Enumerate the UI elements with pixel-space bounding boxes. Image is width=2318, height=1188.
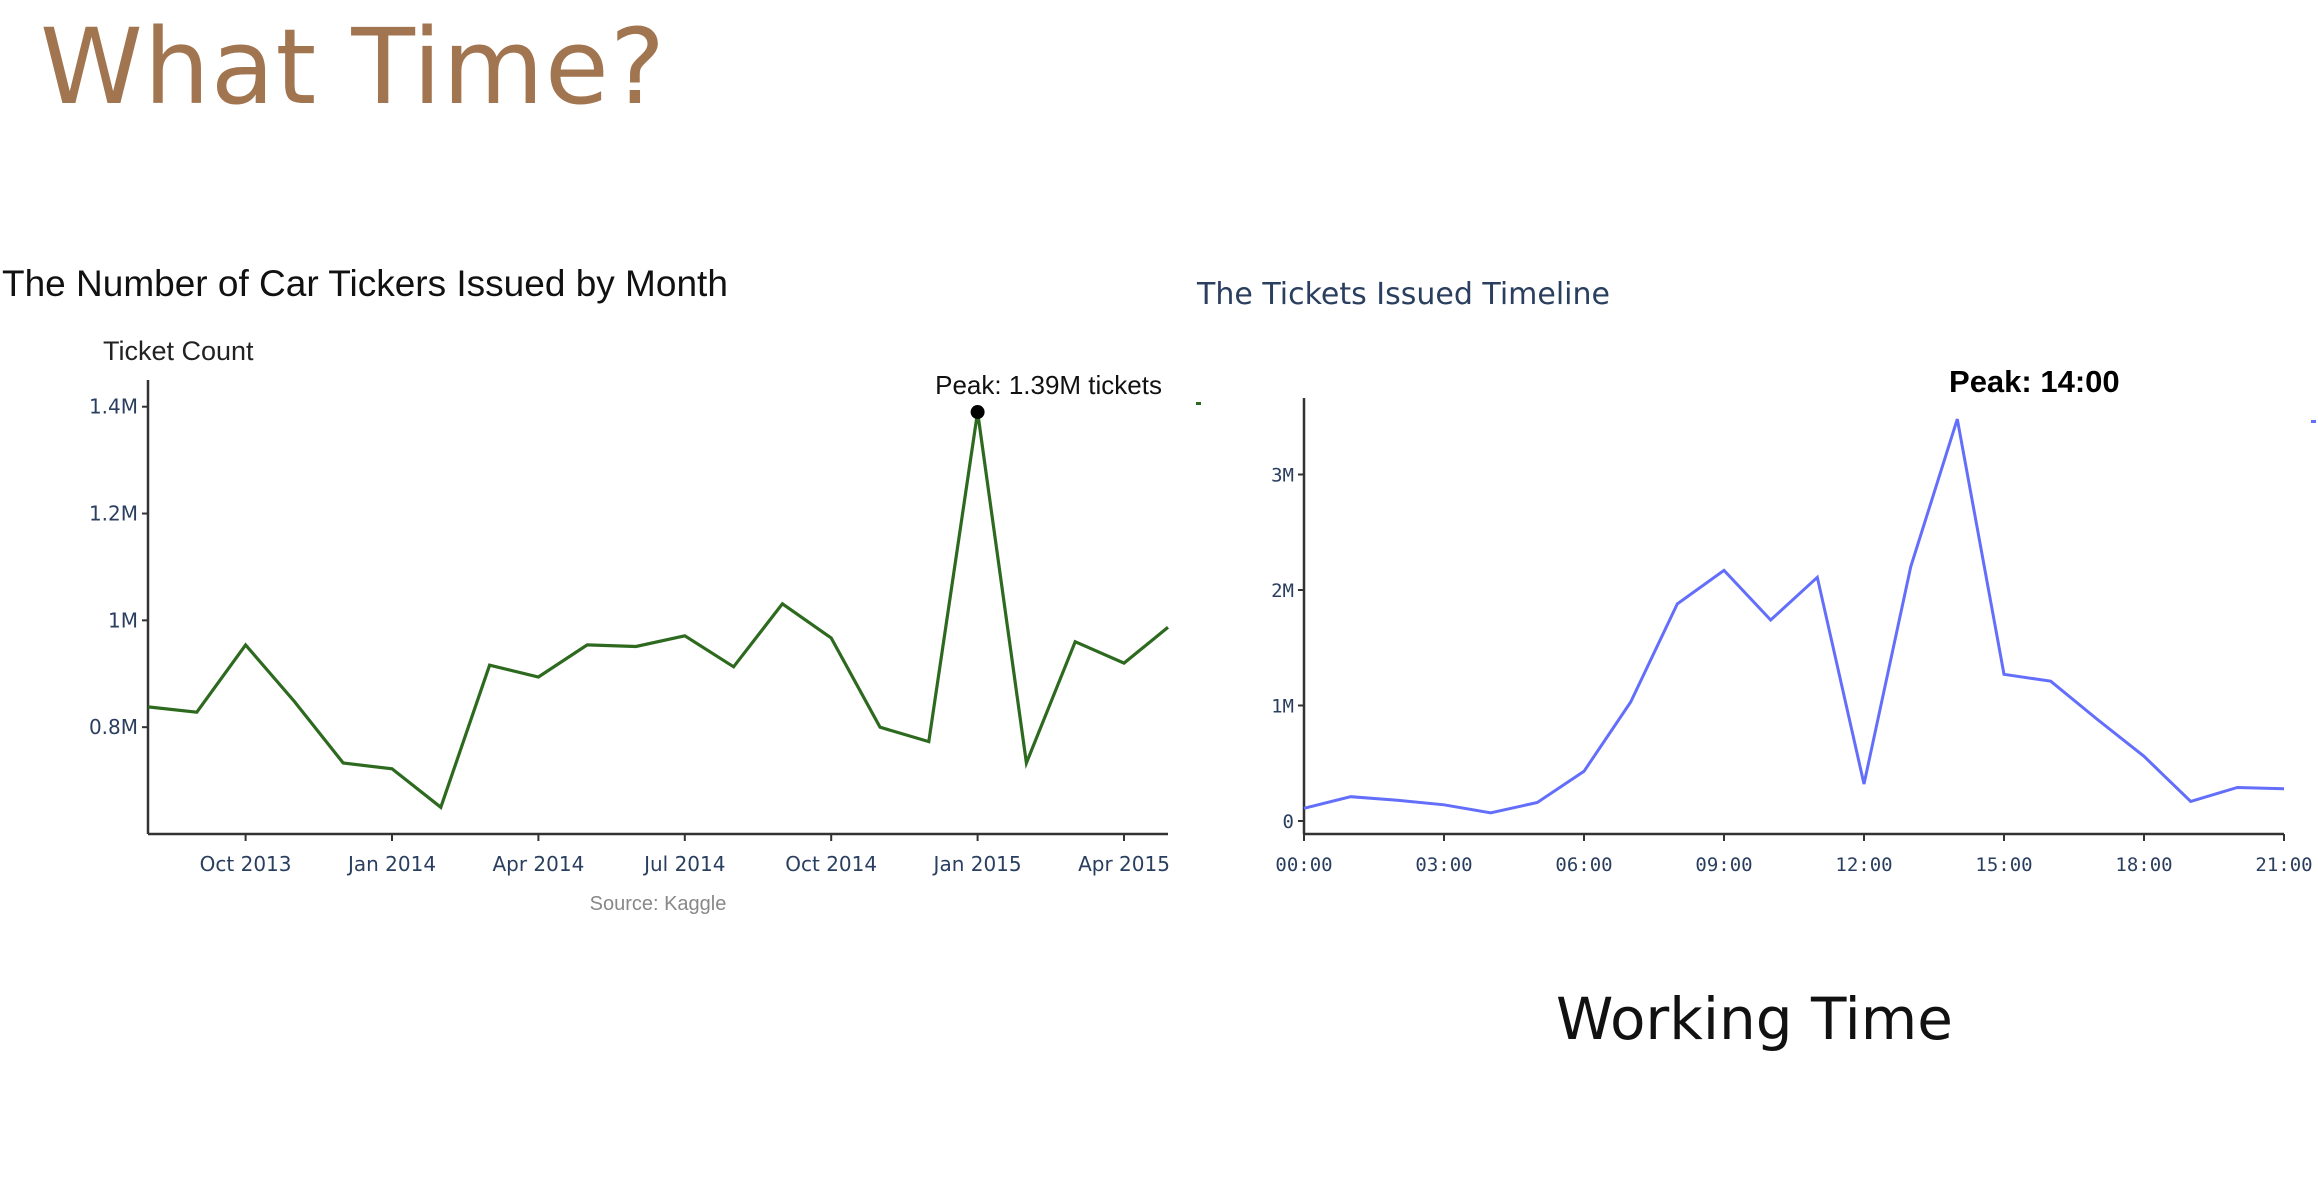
peak-marker: [970, 405, 985, 420]
x-tick-label: Apr 2014: [492, 852, 584, 876]
peak-annotation: Peak: 1.39M tickets: [935, 370, 1162, 400]
x-tick-label: Oct 2014: [785, 852, 877, 876]
y-tick-label: 3M: [1271, 465, 1294, 487]
y-tick-label: 1M: [1271, 696, 1294, 718]
legend-mark: [2311, 420, 2316, 423]
x-tick-label: 03:00: [1415, 854, 1472, 876]
series-line: [147, 411, 1170, 810]
y-tick-label: 1.2M: [89, 502, 138, 526]
x-tick-label: 09:00: [1695, 854, 1752, 876]
y-tick-label: 1M: [108, 608, 138, 632]
y-tick-label: 0.8M: [89, 715, 138, 739]
x-tick-label: Jul 2014: [642, 852, 725, 876]
legend-mark: [1196, 402, 1201, 405]
peak-annotation: Peak: 14:00: [1949, 364, 2120, 399]
y-tick-label: 0: [1283, 811, 1294, 833]
y-axis-label: Ticket Count: [103, 336, 254, 366]
x-tick-label: 15:00: [1975, 854, 2032, 876]
y-tick-label: 1.4M: [89, 395, 138, 419]
chart-title: The Number of Car Tickers Issued by Mont…: [2, 263, 728, 304]
source-note: Source: Kaggle: [590, 893, 727, 915]
y-tick-label: 2M: [1271, 580, 1294, 602]
slide-caption: Working Time: [1556, 985, 1953, 1053]
x-tick-label: 06:00: [1555, 854, 1612, 876]
slide-title: What Time?: [40, 6, 667, 128]
x-tick-label: Oct 2013: [200, 852, 292, 876]
x-tick-label: 21:00: [2255, 854, 2312, 876]
x-tick-label: Apr 2015: [1078, 852, 1170, 876]
x-tick-label: 00:00: [1275, 854, 1332, 876]
x-tick-label: Jan 2015: [932, 852, 1022, 876]
x-tick-label: 12:00: [1835, 854, 1892, 876]
chart-title: The Tickets Issued Timeline: [1196, 277, 1610, 312]
series-line: [1303, 418, 2285, 815]
x-tick-label: 18:00: [2115, 854, 2172, 876]
x-tick-label: Jan 2014: [346, 852, 436, 876]
